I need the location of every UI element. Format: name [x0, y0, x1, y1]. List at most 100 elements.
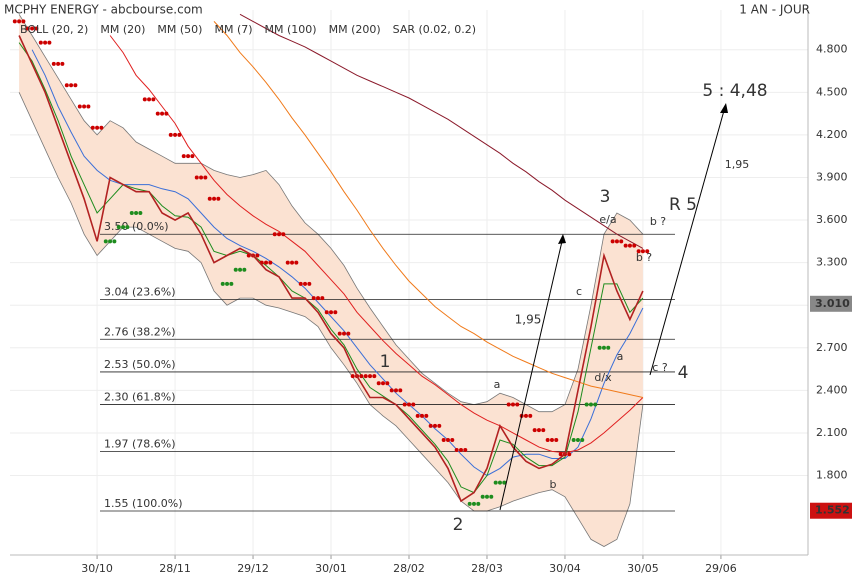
sar-dot: [419, 413, 424, 418]
chart-title: MCPHY ENERGY - abcbourse.com: [4, 3, 203, 17]
arrow-line: [649, 106, 726, 376]
sar-dot: [640, 249, 645, 254]
sar-dot: [593, 402, 598, 407]
sar-dot: [424, 413, 429, 418]
sar-dot: [212, 196, 217, 201]
x-tick-label: 28/02: [393, 562, 425, 575]
sar-dot: [216, 196, 221, 201]
x-tick-label: 30/04: [549, 562, 581, 575]
sar-dot: [69, 83, 74, 88]
sar-dot: [12, 19, 17, 24]
sar-dot: [515, 402, 520, 407]
sar-dot: [43, 40, 48, 45]
sar-dot: [116, 225, 121, 230]
fib-label: 2.53 (50.0%): [104, 358, 176, 371]
sar-dot: [359, 374, 364, 379]
legend-entry: MM (100): [265, 23, 317, 36]
sar-dot: [151, 97, 156, 102]
sar-dot: [264, 260, 269, 265]
sar-dot: [112, 239, 117, 244]
sar-dot: [95, 125, 100, 130]
sar-dot: [510, 402, 515, 407]
sar-dot: [632, 243, 637, 248]
sar-dot: [229, 281, 234, 286]
annotation: d/x: [594, 371, 612, 384]
annotation: 2: [453, 515, 464, 535]
sar-dot: [575, 438, 580, 443]
x-tick-label: 30/05: [627, 562, 659, 575]
sar-dot: [199, 175, 204, 180]
annotation: c ?: [652, 361, 668, 374]
sar-dot: [610, 239, 615, 244]
sar-dot: [471, 501, 476, 506]
sar-dot: [225, 281, 230, 286]
annotation: R 5: [669, 195, 697, 215]
arrow-line: [499, 236, 564, 511]
sar-dot: [86, 104, 91, 109]
sar-dot: [303, 281, 308, 286]
annotation: 3: [600, 187, 611, 207]
sar-dot: [294, 260, 299, 265]
sar-dot: [567, 452, 572, 457]
sar-dot: [368, 374, 373, 379]
sar-dot: [597, 345, 602, 350]
sar-dot: [25, 26, 30, 31]
sar-dot: [580, 438, 585, 443]
y-tick-label: 4.800: [816, 43, 848, 56]
sar-dot: [337, 331, 342, 336]
sar-dot: [138, 210, 143, 215]
sar-dot: [233, 267, 238, 272]
plot-area: 1.8002.1002.4002.7003.0003.3003.6003.900…: [10, 10, 848, 575]
annotation: 4: [678, 363, 689, 383]
sar-dot: [186, 154, 191, 159]
sar-dot: [493, 480, 498, 485]
arrow-head: [720, 103, 728, 113]
arrow-head: [558, 234, 566, 244]
annotation: c: [576, 285, 582, 298]
sar-dot: [497, 480, 502, 485]
price-tag: [810, 502, 852, 519]
sar-dot: [441, 438, 446, 443]
x-tick-label: 28/11: [159, 562, 191, 575]
fib-label: 3.04 (23.6%): [104, 286, 176, 299]
fib-label: 2.30 (61.8%): [104, 391, 176, 404]
sar-dot: [160, 111, 165, 116]
y-tick-label: 2.400: [816, 383, 848, 396]
sar-dot: [168, 132, 173, 137]
x-tick-label: 29/06: [705, 562, 737, 575]
sar-dot: [242, 267, 247, 272]
sar-dot: [238, 267, 243, 272]
annotation: e/a: [599, 213, 616, 226]
sar-dot: [506, 402, 511, 407]
sar-dot: [51, 61, 56, 66]
sar-dot: [614, 239, 619, 244]
sar-dot: [207, 196, 212, 201]
sar-dot: [34, 26, 39, 31]
sar-dot: [190, 154, 195, 159]
y-tick-label: 2.100: [816, 426, 848, 439]
sar-dot: [385, 381, 390, 386]
sar-dot: [320, 296, 325, 301]
sar-dot: [389, 388, 394, 393]
annotation: a: [494, 378, 501, 391]
bollinger-upper: [18, 14, 644, 413]
y-tick-label: 1.800: [816, 469, 848, 482]
sar-dot: [73, 83, 78, 88]
sar-dot: [588, 402, 593, 407]
period-label: 1 AN - JOUR: [739, 3, 810, 17]
sar-dot: [411, 402, 416, 407]
sar-dot: [311, 296, 316, 301]
sar-dot: [458, 447, 463, 452]
moving-average: [239, 13, 644, 249]
sar-dot: [545, 438, 550, 443]
sar-dot: [454, 447, 459, 452]
sar-dot: [407, 402, 411, 407]
sar-dot: [584, 402, 589, 407]
sar-dot: [398, 388, 403, 393]
annotation: a: [617, 350, 624, 363]
y-tick-label: 3.300: [816, 256, 848, 269]
x-tick-label: 28/03: [471, 562, 503, 575]
price-tag-label: 1.552: [815, 504, 850, 517]
sar-dot: [155, 111, 160, 116]
